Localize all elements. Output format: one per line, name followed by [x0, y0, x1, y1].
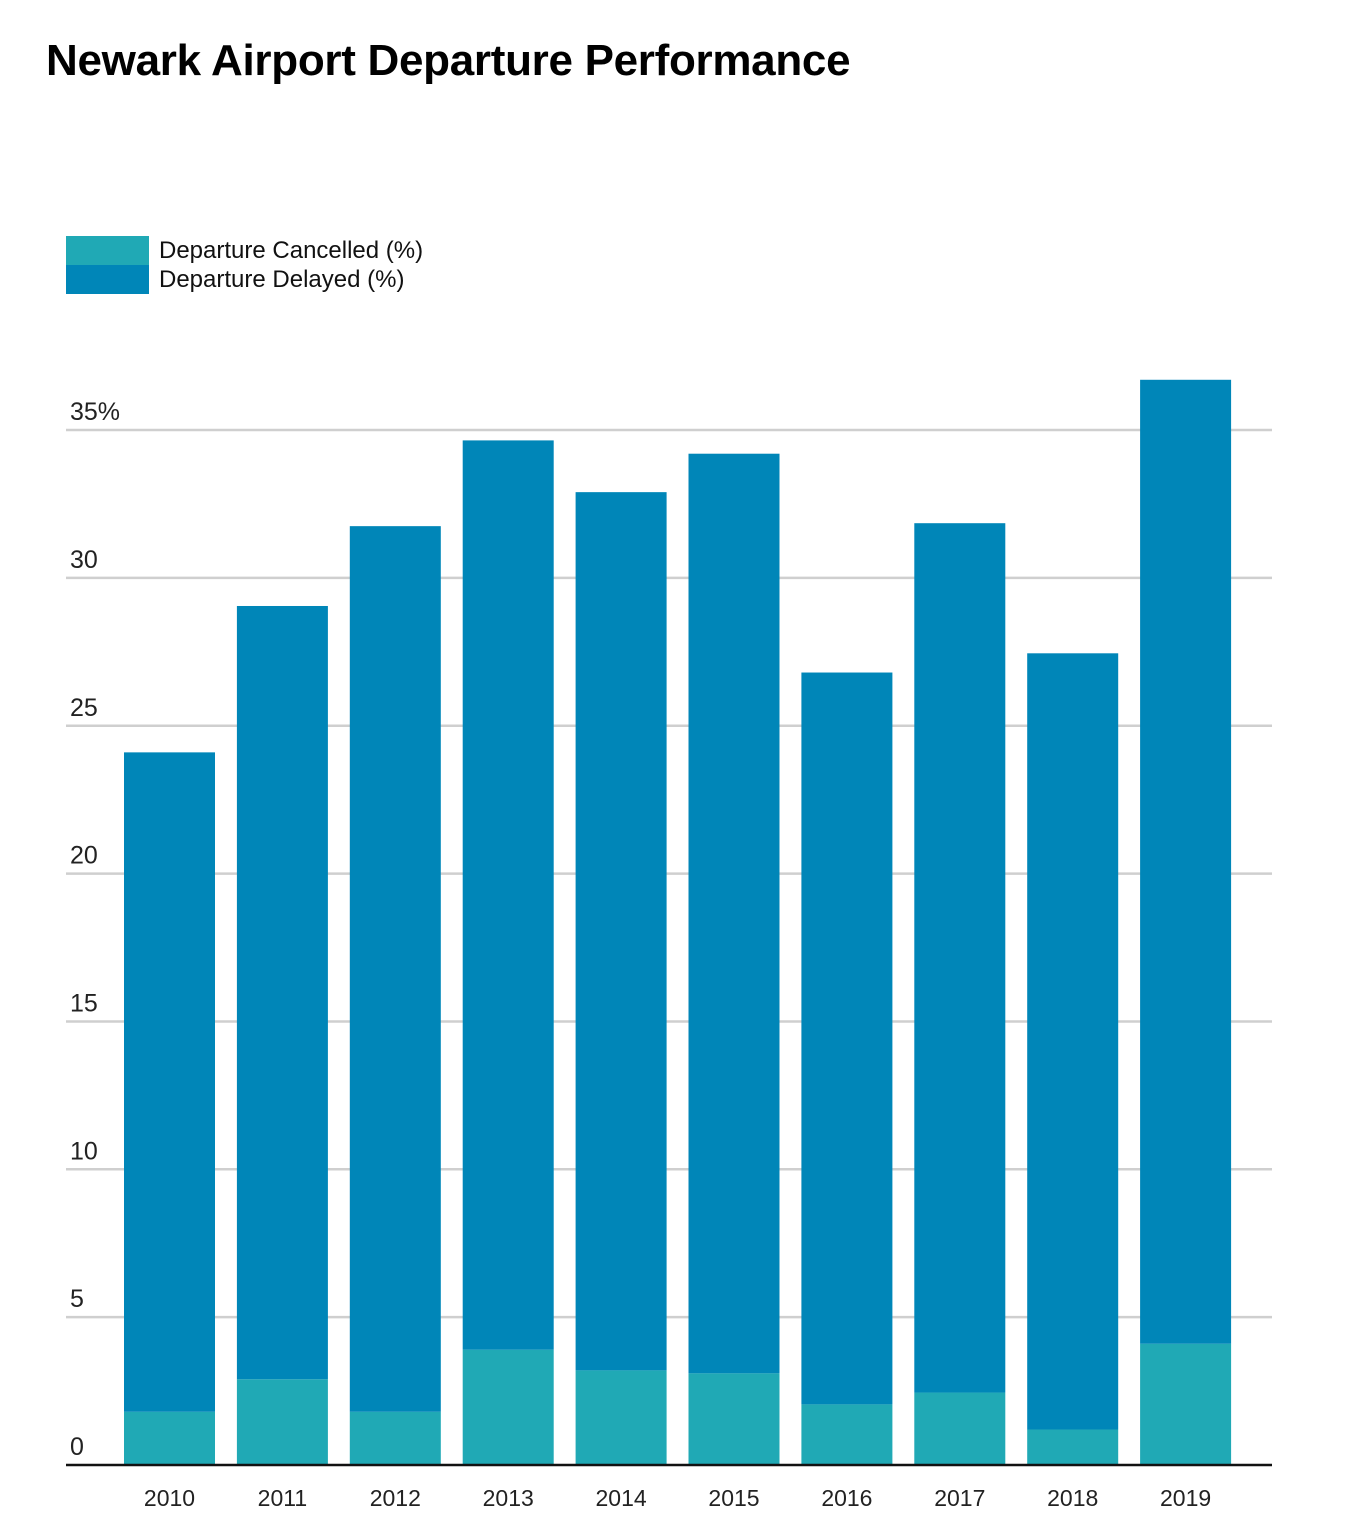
- bar-cancelled-2014: [575, 1370, 667, 1465]
- legend-item-cancelled: Departure Cancelled (%): [66, 236, 423, 265]
- legend-label-delayed: Departure Delayed (%): [159, 266, 405, 293]
- bar-cancelled-2017: [914, 1392, 1006, 1465]
- bar-cancelled-2015: [688, 1373, 780, 1465]
- bar-delayed-2018: [1027, 653, 1119, 1430]
- x-tick-label: 2016: [821, 1485, 872, 1511]
- x-tick-label: 2017: [934, 1485, 985, 1511]
- bar-delayed-2011: [236, 605, 328, 1380]
- bar-delayed-2010: [124, 752, 215, 1412]
- bar-delayed-2014: [575, 492, 667, 1371]
- x-tick-label: 2012: [370, 1485, 421, 1511]
- x-tick-label: 2011: [258, 1485, 307, 1511]
- bar-cancelled-2013: [462, 1349, 554, 1465]
- legend-swatch-delayed: [66, 265, 149, 294]
- x-tick-label: 2018: [1047, 1485, 1098, 1511]
- y-tick-label: 25: [70, 694, 98, 722]
- bar-cancelled-2018: [1027, 1429, 1119, 1465]
- x-tick-label: 2015: [708, 1485, 759, 1511]
- x-tick-label: 2013: [483, 1485, 534, 1511]
- y-tick-label: 0: [70, 1433, 84, 1461]
- bar-cancelled-2010: [124, 1411, 215, 1465]
- bar-cancelled-2012: [349, 1411, 441, 1465]
- bar-delayed-2017: [914, 523, 1006, 1393]
- y-tick-label: 10: [70, 1137, 98, 1165]
- y-tick-label: 35%: [70, 398, 120, 426]
- x-tick-label: 2019: [1160, 1485, 1211, 1511]
- bar-cancelled-2016: [801, 1404, 893, 1465]
- x-tick-label: 2010: [144, 1485, 195, 1511]
- y-tick-label: 20: [70, 842, 98, 870]
- x-tick-label: 2014: [596, 1485, 647, 1511]
- chart-title: Newark Airport Departure Performance: [46, 36, 851, 85]
- bar-cancelled-2019: [1140, 1343, 1232, 1465]
- bar-delayed-2019: [1140, 379, 1232, 1344]
- legend-label-cancelled: Departure Cancelled (%): [159, 237, 424, 264]
- legend-item-delayed: Departure Delayed (%): [66, 265, 423, 294]
- legend-swatch-cancelled: [66, 236, 149, 265]
- y-tick-label: 5: [70, 1285, 84, 1313]
- legend: Departure Cancelled (%) Departure Delaye…: [66, 236, 423, 294]
- bar-delayed-2016: [801, 672, 893, 1405]
- bar-delayed-2013: [462, 440, 554, 1350]
- bar-delayed-2012: [349, 526, 441, 1412]
- bar-cancelled-2011: [236, 1379, 328, 1465]
- y-tick-label: 30: [70, 546, 98, 574]
- y-tick-label: 15: [70, 989, 98, 1017]
- bar-delayed-2015: [688, 453, 780, 1374]
